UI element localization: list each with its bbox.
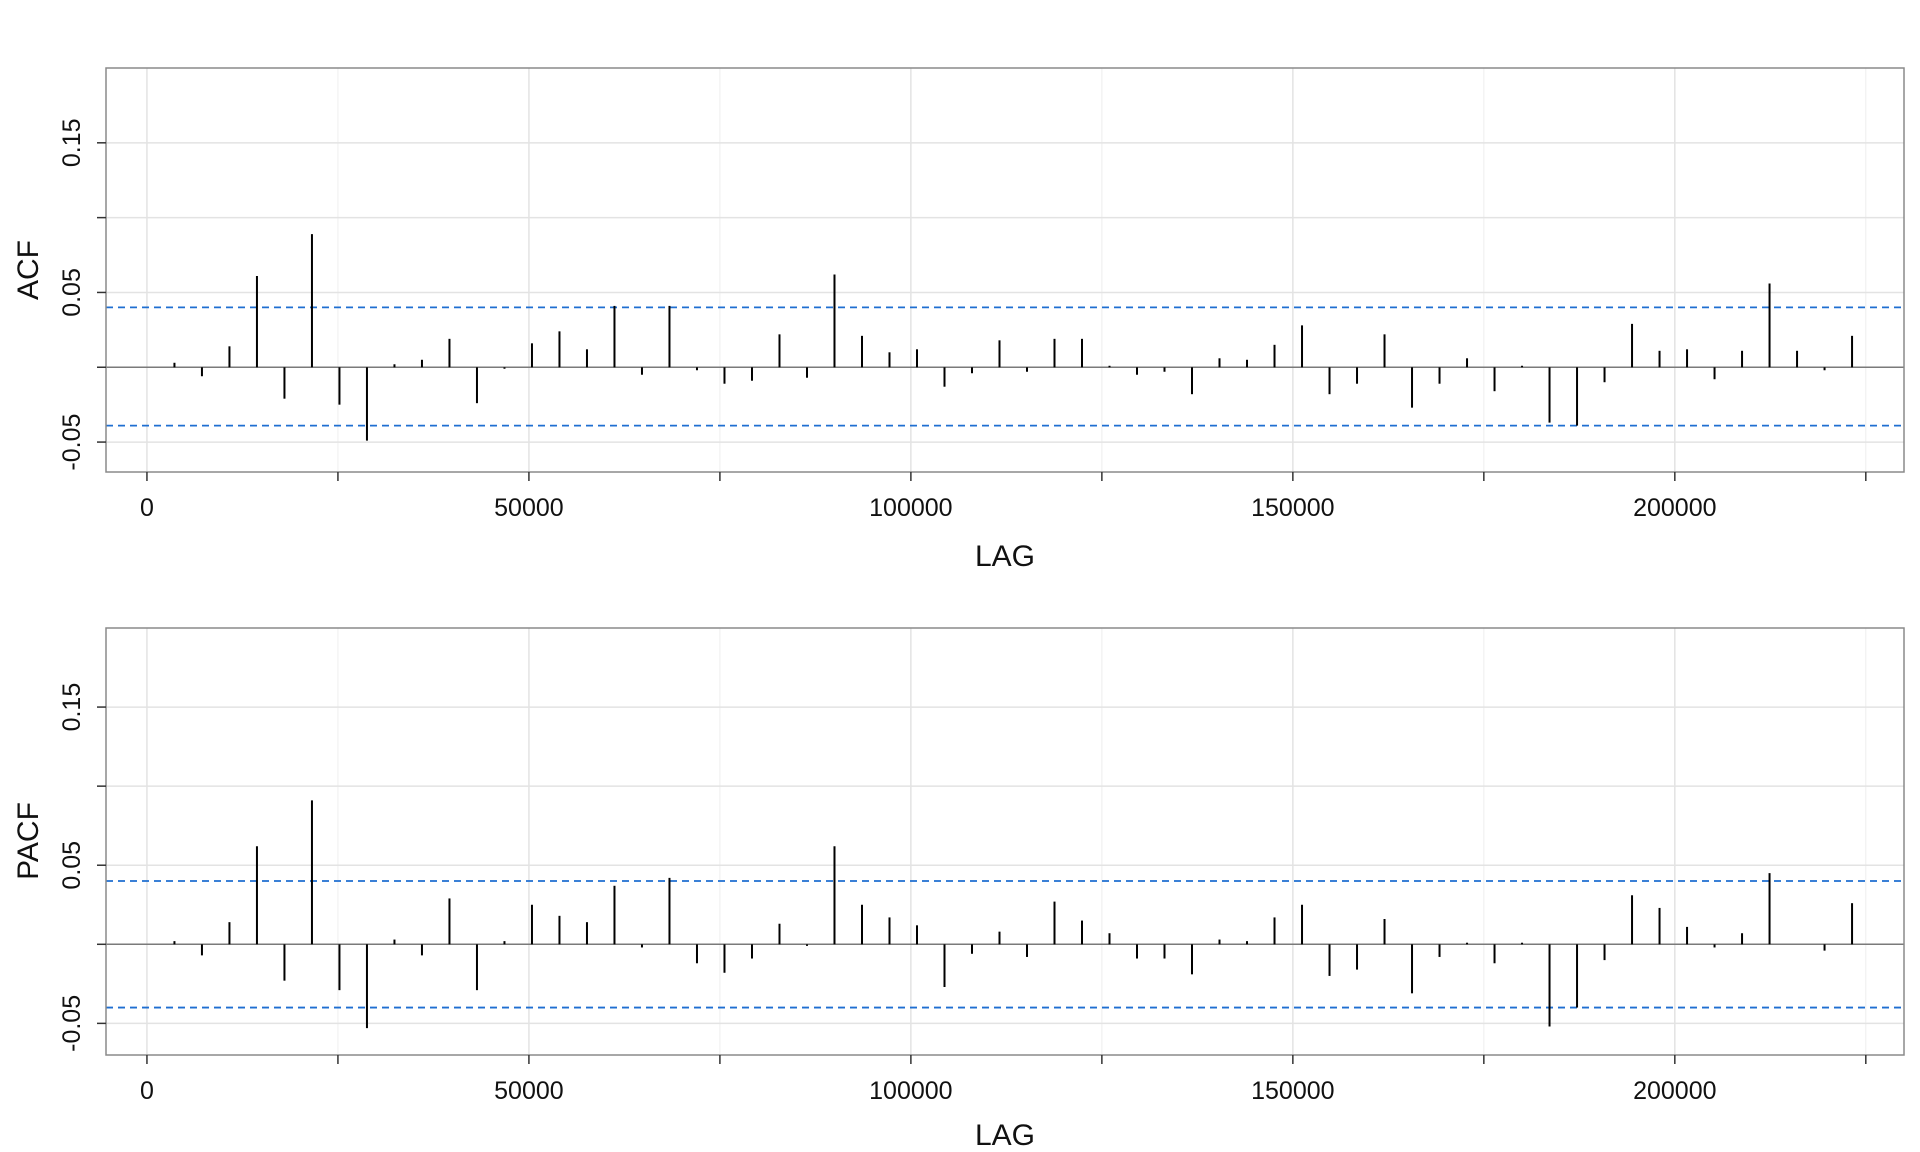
acf-plot-background xyxy=(106,68,1904,472)
acf-y-tick-label: -0.05 xyxy=(58,414,86,471)
pacf-y-tick-label: -0.05 xyxy=(58,995,86,1052)
acf-y-axis-title: ACF xyxy=(12,240,45,300)
pacf-x-tick-labels: 0 50000 100000 150000 200000 xyxy=(140,1077,1717,1105)
pacf-plot-frame xyxy=(105,627,1905,1056)
pacf-x-tick-label: 0 xyxy=(140,1077,154,1105)
pacf-ticks xyxy=(97,706,1867,1064)
acf-y-tick-labels: -0.05 0.05 0.15 xyxy=(58,118,86,470)
pacf-x-tick-label: 200000 xyxy=(1633,1077,1716,1105)
acf-x-tick-label: 200000 xyxy=(1633,494,1716,522)
pacf-x-axis-title: LAG xyxy=(975,1119,1035,1152)
acf-x-tick-label: 50000 xyxy=(494,494,564,522)
acf-x-tick-label: 100000 xyxy=(869,494,952,522)
pacf-bars xyxy=(173,800,1854,1029)
acf-x-tick-label: 150000 xyxy=(1251,494,1334,522)
acf-plot-frame xyxy=(105,67,1905,473)
acf-y-tick-label: 0.05 xyxy=(58,268,86,317)
acf-ticks xyxy=(97,142,1867,481)
acf-x-tick-labels: 0 50000 100000 150000 200000 xyxy=(140,494,1717,522)
acf-panel: 0 50000 100000 150000 200000 -0.05 0.05 … xyxy=(12,67,1905,573)
acf-bars xyxy=(173,234,1854,441)
pacf-y-axis-title: PACF xyxy=(12,802,45,880)
acf-x-tick-label: 0 xyxy=(140,494,154,522)
pacf-y-tick-label: 0.15 xyxy=(58,683,86,732)
pacf-x-tick-label: 150000 xyxy=(1251,1077,1334,1105)
acf-y-tick-label: 0.15 xyxy=(58,118,86,167)
pacf-y-tick-labels: -0.05 0.05 0.15 xyxy=(58,683,86,1052)
pacf-panel: 0 50000 100000 150000 200000 -0.05 0.05 … xyxy=(12,627,1905,1152)
pacf-x-tick-label: 50000 xyxy=(494,1077,564,1105)
pacf-x-tick-label: 100000 xyxy=(869,1077,952,1105)
pacf-y-tick-label: 0.05 xyxy=(58,841,86,890)
acf-x-axis-title: LAG xyxy=(975,540,1035,573)
pacf-plot-background xyxy=(106,628,1904,1055)
